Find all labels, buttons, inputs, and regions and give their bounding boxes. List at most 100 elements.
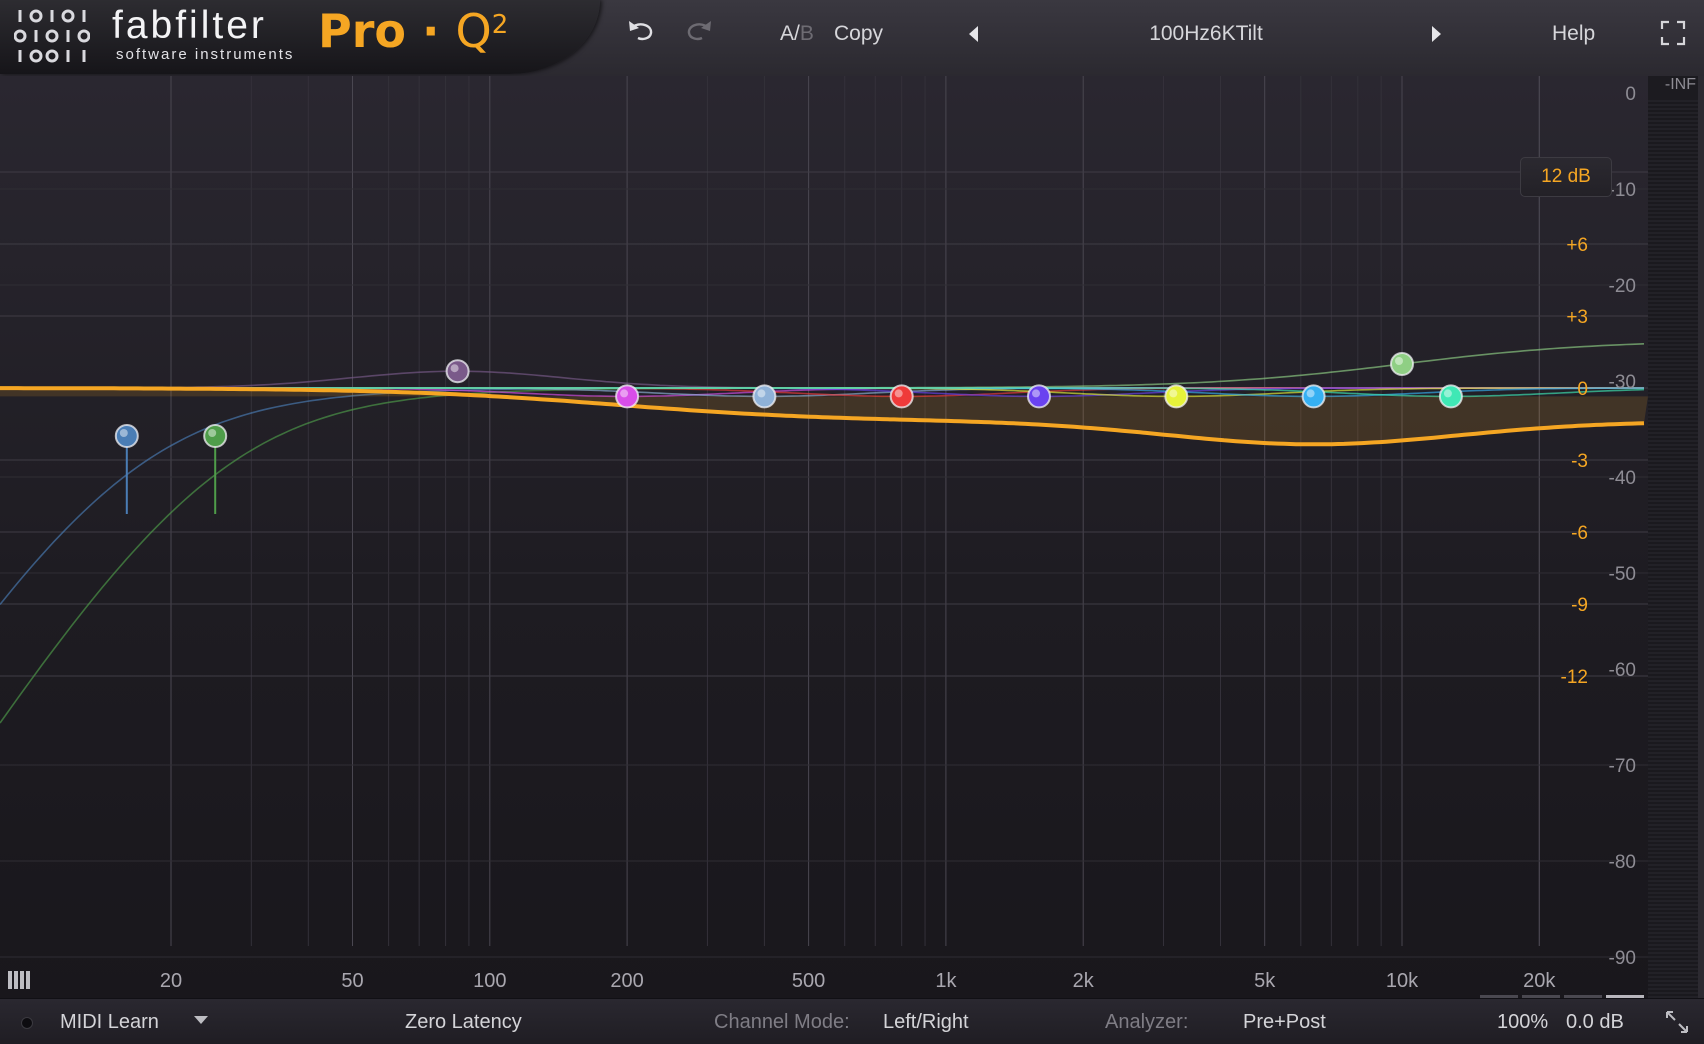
freq-label: 50: [341, 970, 363, 992]
redo-icon[interactable]: [684, 18, 714, 44]
zoom-level[interactable]: 100%: [1497, 1011, 1549, 1033]
band-6-handle[interactable]: [889, 384, 914, 409]
product-logo: Pro · Q2: [318, 4, 508, 58]
meter-edge: [1698, 76, 1704, 998]
scroll-indicator: [1480, 995, 1644, 998]
band-7-handle[interactable]: [1027, 384, 1052, 409]
band-3-handle[interactable]: [445, 359, 470, 384]
piano-key: [26, 971, 30, 989]
brand-name: fabfilter: [112, 4, 267, 47]
copy-button[interactable]: Copy: [834, 22, 884, 45]
band-3-handle-highlight: [450, 364, 459, 373]
midi-led[interactable]: [21, 1017, 33, 1029]
eq-graph-canvas[interactable]: 20501002005001k2k5k10k20k+9+6+30-3-6-9-1…: [0, 76, 1648, 998]
eq-response-curve: [0, 386, 1645, 447]
scroll-segment: [1480, 995, 1518, 998]
midi-dropdown-icon[interactable]: [192, 1009, 210, 1031]
piano-key: [14, 971, 18, 989]
spectrum-db-label: -80: [1609, 852, 1636, 873]
next-preset-icon[interactable]: [1428, 24, 1444, 44]
frequency-grid: [0, 76, 1648, 958]
band-4-handle[interactable]: [615, 384, 640, 409]
brand-subtitle: software instruments: [116, 46, 295, 63]
output-meter-bar: [1648, 100, 1704, 998]
eq-gain-label: +3: [1566, 307, 1588, 328]
previous-preset-icon[interactable]: [966, 24, 982, 44]
eq-gain-label: -12: [1561, 667, 1588, 688]
fullscreen-icon[interactable]: [1660, 20, 1686, 46]
scroll-segment: [1564, 995, 1602, 998]
spectrum-db-label: -10: [1609, 180, 1636, 201]
analyzer-value[interactable]: Pre+Post: [1243, 1011, 1326, 1033]
band-10-handle-highlight: [1395, 357, 1404, 365]
processing-mode[interactable]: Zero Latency: [405, 1011, 522, 1033]
band-6-handle-highlight: [894, 389, 903, 398]
eq-gain-label: 0: [1577, 379, 1588, 400]
freq-label: 5k: [1254, 970, 1276, 992]
midi-learn-button[interactable]: MIDI Learn: [60, 1011, 159, 1033]
band-10-handle[interactable]: [1390, 352, 1415, 376]
freq-label: 20: [160, 970, 182, 992]
freq-label: 20k: [1523, 970, 1556, 992]
band-7-handle-highlight: [1032, 389, 1041, 398]
channel-mode-value[interactable]: Left/Right: [883, 1011, 969, 1033]
eq-gain-label: -3: [1571, 451, 1588, 472]
band-1-handle-highlight: [119, 429, 128, 437]
eq-graph[interactable]: 20501002005001k2k5k10k20k+9+6+30-3-6-9-1…: [0, 76, 1648, 998]
band-9-handle-highlight: [1306, 389, 1315, 398]
meter-inf-label: -INF: [1665, 76, 1696, 93]
product-version: 2: [491, 10, 509, 40]
band-1-handle[interactable]: [114, 424, 139, 448]
band-8-handle-highlight: [1169, 389, 1178, 398]
product-name: Pro: [318, 4, 407, 58]
bottom-bar: MIDI Learn Zero Latency Channel Mode: Le…: [0, 998, 1704, 1044]
resize-icon[interactable]: [1664, 1009, 1690, 1035]
db-range-button[interactable]: 12 dB: [1520, 157, 1612, 197]
freq-label: 100: [473, 970, 506, 992]
logo-plate: fabfilter software instruments Pro · Q2: [0, 0, 600, 74]
undo-icon[interactable]: [626, 18, 656, 44]
help-button[interactable]: Help: [1552, 22, 1596, 45]
band-8-handle[interactable]: [1164, 384, 1189, 409]
band-5-handle[interactable]: [752, 384, 777, 409]
band-9-handle[interactable]: [1301, 384, 1326, 409]
eq-gain-label: -9: [1571, 595, 1588, 616]
spectrum-db-label: -60: [1609, 660, 1636, 681]
spectrum-db-label: -70: [1609, 756, 1636, 777]
freq-label: 2k: [1073, 970, 1095, 992]
spectrum-db-label: 0: [1625, 84, 1636, 105]
fabfilter-logo-icon: [14, 9, 90, 63]
product-q: Q: [455, 4, 492, 58]
eq-gain-label: -6: [1571, 523, 1588, 544]
spectrum-db-label: -90: [1609, 948, 1636, 969]
band-4-handle-highlight: [620, 389, 629, 398]
output-gain[interactable]: 0.0 dB: [1566, 1011, 1624, 1033]
freq-label: 1k: [935, 970, 957, 992]
piano-icon: [8, 971, 30, 989]
freq-label: 200: [610, 970, 643, 992]
ab-a-label: A/: [780, 22, 800, 45]
top-bar: fabfilter software instruments Pro · Q2 …: [0, 0, 1704, 77]
product-dot: ·: [422, 4, 440, 58]
spectrum-db-label: -40: [1609, 468, 1636, 489]
eq-gain-label: +6: [1566, 235, 1588, 256]
piano-key: [8, 971, 12, 989]
freq-label: 500: [792, 970, 825, 992]
piano-key: [20, 971, 24, 989]
freq-label: 10k: [1386, 970, 1419, 992]
scroll-segment: [1522, 995, 1560, 998]
band-5-handle-highlight: [757, 389, 766, 398]
spectrum-db-label: -50: [1609, 564, 1636, 585]
band-2-handle-highlight: [208, 429, 217, 437]
analyzer-label: Analyzer:: [1105, 1011, 1189, 1033]
ab-compare-button[interactable]: A/B: [780, 22, 814, 46]
channel-mode-label: Channel Mode:: [714, 1011, 850, 1033]
scroll-segment: [1606, 995, 1644, 998]
preset-name[interactable]: 100Hz6KTilt: [1149, 22, 1263, 45]
ab-b-label: B: [799, 22, 814, 45]
band-11-handle[interactable]: [1438, 384, 1463, 409]
spectrum-db-label: -30: [1609, 372, 1636, 393]
band-2-handle[interactable]: [203, 424, 228, 448]
meter-label-layer: -INF: [1665, 76, 1696, 93]
